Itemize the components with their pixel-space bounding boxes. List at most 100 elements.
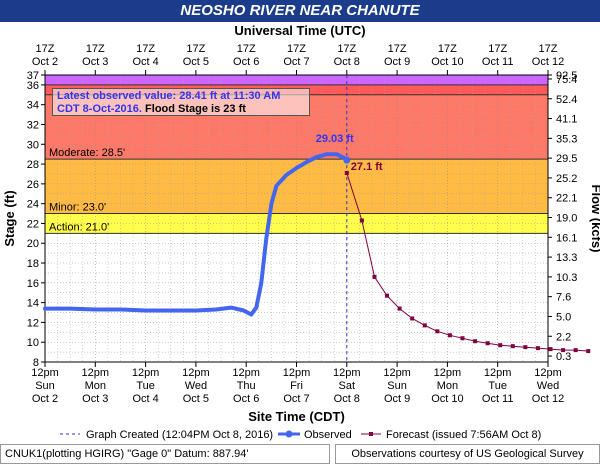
latest-observation-line1: Latest observed value: 28.41 ft at 11:30… <box>57 90 281 102</box>
x-top-tick-time: 17Z <box>388 43 407 55</box>
x-tick-day: Fri <box>290 380 303 392</box>
flow-tick-label: 16.1 <box>556 232 577 244</box>
flow-tick-label: 35.3 <box>556 133 577 145</box>
y-tick-label: 32 <box>27 119 39 131</box>
y-tick-label: 24 <box>27 199 39 211</box>
forecast-point <box>523 345 528 350</box>
x-tick-date: Oct 7 <box>283 393 309 405</box>
x-tick-time: 12pm <box>383 367 411 379</box>
forecast-point <box>435 329 440 334</box>
forecast-point <box>447 333 452 338</box>
forecast-point <box>535 346 540 351</box>
forecast-point <box>548 347 553 352</box>
x-tick-date: Oct 8 <box>334 393 360 405</box>
flow-tick-label: 2.2 <box>556 331 571 343</box>
right-axis-title: Flow (kcfs) <box>589 185 600 253</box>
flow-tick-label: 92.5 <box>556 70 577 82</box>
x-tick-date: Oct 6 <box>233 393 259 405</box>
x-tick-day: Wed <box>537 380 559 392</box>
x-top-tick-time: 17Z <box>86 43 105 55</box>
flow-tick-label: 52.4 <box>556 94 577 106</box>
y-tick-label: 12 <box>27 317 39 329</box>
y-axis-title: Stage (ft) <box>2 190 17 246</box>
x-tick-time: 12pm <box>82 367 110 379</box>
y-tick-label: 18 <box>27 258 39 270</box>
flow-tick-label: 41.1 <box>556 114 577 126</box>
x-top-tick-date: Oct 2 <box>32 56 58 68</box>
x-tick-day: Tue <box>488 380 507 392</box>
x-top-tick-date: Oct 11 <box>482 56 514 68</box>
latest-observation-date: CDT 8-Oct-2016. <box>57 103 142 115</box>
x-top-tick-date: Oct 4 <box>132 56 158 68</box>
flow-tick-label: 0.3 <box>556 351 571 363</box>
x-tick-time: 12pm <box>434 367 462 379</box>
observed-line <box>43 152 349 317</box>
x-tick-day: Mon <box>85 380 106 392</box>
x-tick-date: Oct 11 <box>482 393 514 405</box>
x-top-tick-date: Oct 8 <box>334 56 360 68</box>
x-top-tick-time: 17Z <box>186 43 205 55</box>
legend-graph-created: Graph Created (12:04PM Oct 8, 2016) <box>86 429 273 441</box>
x-top-tick-time: 17Z <box>488 43 507 55</box>
observed-peak-label: 29.03 ft <box>316 133 354 145</box>
y-tick-label: 37 <box>27 70 39 82</box>
x-top-tick-date: Oct 12 <box>532 56 564 68</box>
forecast-point <box>372 274 377 279</box>
forecast-point <box>385 293 390 298</box>
x-top-tick-time: 17Z <box>438 43 457 55</box>
forecast-line <box>346 172 589 352</box>
forecast-point <box>561 348 566 353</box>
x-tick-day: Tue <box>136 380 155 392</box>
x-tick-time: 12pm <box>333 367 361 379</box>
y-tick-label: 14 <box>27 298 39 310</box>
forecast-point <box>422 323 427 328</box>
forecast-point <box>586 349 591 354</box>
x-tick-time: 12pm <box>232 367 260 379</box>
x-tick-day: Sun <box>35 380 55 392</box>
x-tick-day: Wed <box>185 380 207 392</box>
y-tick-label: 26 <box>27 179 39 191</box>
x-tick-day: Thu <box>237 380 256 392</box>
x-tick-date: Oct 10 <box>431 393 463 405</box>
forecast-point <box>397 306 402 311</box>
x-top-tick-time: 17Z <box>237 43 256 55</box>
x-tick-time: 12pm <box>534 367 562 379</box>
x-top-tick-date: Oct 5 <box>183 56 209 68</box>
flood-band-record <box>45 75 548 85</box>
y-tick-label: 36 <box>27 80 39 92</box>
flow-tick-label: 19.0 <box>556 213 577 225</box>
legend-observed-marker <box>285 430 293 438</box>
x-tick-time: 12pm <box>182 367 210 379</box>
credits-footer: Observations courtesy of US Geological S… <box>335 444 600 464</box>
y-tick-label: 28 <box>27 159 39 171</box>
flow-tick-label: 5.0 <box>556 311 571 323</box>
legend-observed: Observed <box>304 429 352 441</box>
y-tick-label: 8 <box>33 357 39 369</box>
flow-tick-label: 29.5 <box>556 153 577 165</box>
x-tick-time: 12pm <box>484 367 512 379</box>
x-top-tick-time: 17Z <box>36 43 55 55</box>
x-top-tick-time: 17Z <box>337 43 356 55</box>
observed-latest-point <box>343 156 351 164</box>
forecast-point <box>498 343 503 348</box>
x-tick-date: Oct 5 <box>183 393 209 405</box>
x-tick-time: 12pm <box>283 367 311 379</box>
y-tick-label: 10 <box>27 337 39 349</box>
x-tick-day: Mon <box>437 380 458 392</box>
flow-tick-label: 25.2 <box>556 173 577 185</box>
flood-label-minor: Minor: 23.0' <box>49 202 106 214</box>
chart-title: NEOSHO RIVER NEAR CHANUTE <box>0 0 600 22</box>
forecast-point <box>344 170 349 175</box>
x-top-tick-date: Oct 7 <box>283 56 309 68</box>
flow-tick-label: 7.6 <box>556 292 571 304</box>
x-tick-date: Oct 12 <box>532 393 564 405</box>
forecast-point <box>410 316 415 321</box>
forecast-point <box>485 341 490 346</box>
x-top-tick-time: 17Z <box>539 43 558 55</box>
forecast-point <box>510 344 515 349</box>
x-top-tick-time: 17Z <box>287 43 306 55</box>
latest-observation-box: Latest observed value: 28.41 ft at 11:30… <box>52 88 310 116</box>
y-tick-label: 30 <box>27 139 39 151</box>
x-tick-date: Oct 2 <box>32 393 58 405</box>
y-tick-label: 20 <box>27 238 39 250</box>
